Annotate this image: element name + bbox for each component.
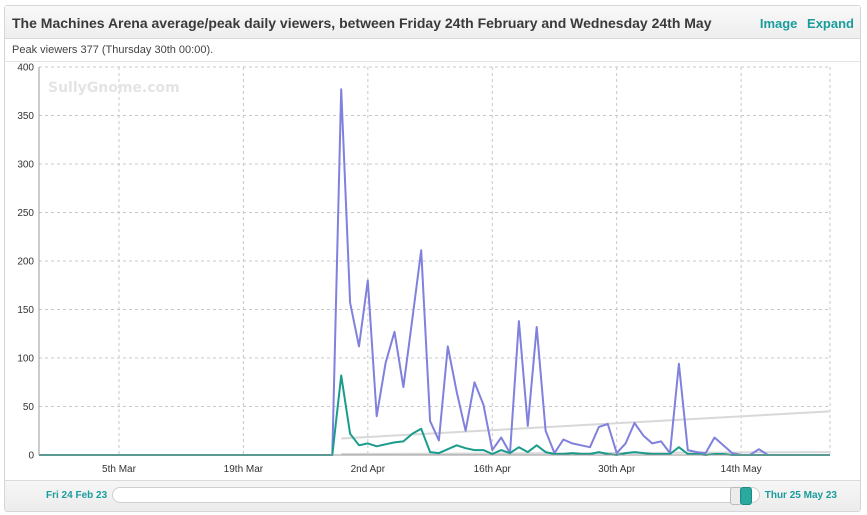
y-tick-label: 50 — [23, 402, 35, 413]
image-link[interactable]: Image — [759, 16, 798, 31]
y-tick-label: 0 — [28, 451, 34, 462]
range-slider-track[interactable] — [112, 487, 760, 503]
date-range-navigator: Fri 24 Feb 23 Thur 25 May 23 — [5, 480, 860, 511]
header-links: Image Expand — [754, 16, 854, 31]
watermark: SullyGnome.com — [48, 80, 180, 96]
chart-header: The Machines Arena average/peak daily vi… — [5, 6, 860, 39]
peak-info-bar: Peak viewers 377 (Thursday 30th 00:00). — [5, 39, 860, 62]
range-slider-handle[interactable] — [740, 487, 752, 505]
y-tick-label: 400 — [17, 63, 34, 74]
range-end-date: Thur 25 May 23 — [764, 490, 837, 501]
y-tick-label: 200 — [17, 257, 34, 268]
chart-series — [39, 88, 831, 456]
y-tick-label: 300 — [17, 160, 34, 171]
x-tick-label: 2nd Apr — [351, 464, 386, 475]
x-tick-label: 19th Mar — [224, 464, 264, 475]
x-tick-label: 30th Apr — [598, 464, 636, 475]
chart-title: The Machines Arena average/peak daily vi… — [12, 15, 712, 31]
chart-axes: 0 50 100 150 200 250 300 350 400 5th Mar 19th Mar 2… — [17, 63, 830, 475]
x-tick-label: 16th Apr — [474, 464, 512, 475]
x-tick-label: 5th Mar — [102, 464, 137, 475]
y-tick-label: 250 — [17, 208, 34, 219]
expand-link[interactable]: Expand — [807, 16, 854, 31]
trend-peak-series-line — [341, 410, 831, 440]
y-tick-label: 350 — [17, 111, 34, 122]
y-tick-label: 100 — [17, 354, 34, 365]
y-tick-label: 150 — [17, 305, 34, 316]
average-series-line — [39, 374, 830, 456]
chart-grid — [39, 66, 831, 455]
peak-info: Peak viewers 377 (Thursday 30th 00:00). — [12, 44, 214, 56]
x-tick-label: 14th May — [721, 464, 762, 475]
peak-series-line — [39, 88, 830, 456]
range-start-date: Fri 24 Feb 23 — [46, 490, 108, 501]
